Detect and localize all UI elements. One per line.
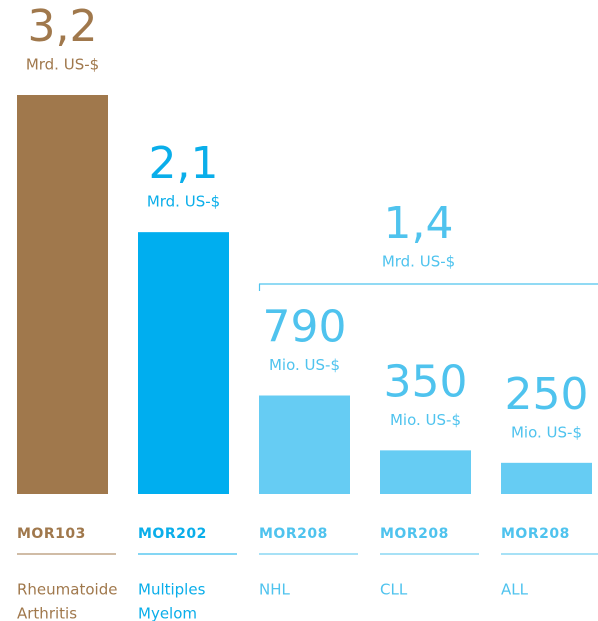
bar	[501, 462, 592, 494]
category-label: MOR202	[138, 526, 207, 542]
bar	[380, 450, 471, 494]
unit-label: Mio. US-$	[511, 423, 582, 441]
category-label: MOR208	[501, 526, 570, 542]
value-label: 2,1	[149, 138, 219, 189]
indication-label: Multiples	[138, 581, 206, 599]
indication-label: Rheumatoide	[17, 581, 117, 599]
indication-label: CLL	[380, 581, 408, 599]
unit-label: Mrd. US-$	[147, 193, 220, 211]
category-label: MOR208	[380, 526, 449, 542]
unit-label: Mio. US-$	[269, 356, 340, 374]
bar	[17, 95, 108, 494]
unit-label: Mrd. US-$	[26, 56, 99, 74]
indication-label: Arthritis	[17, 605, 77, 621]
group-label: 1,4	[384, 198, 454, 249]
unit-label: Mio. US-$	[390, 411, 461, 429]
category-label: MOR208	[259, 526, 328, 542]
category-label: MOR103	[17, 526, 86, 542]
bar	[138, 232, 229, 494]
value-label: 790	[263, 301, 347, 352]
value-label: 350	[384, 356, 468, 407]
indication-label: NHL	[259, 581, 291, 599]
bar	[259, 395, 350, 494]
indication-label: Myelom	[138, 605, 197, 621]
value-label: 3,2	[28, 1, 98, 52]
group-unit: Mrd. US-$	[382, 253, 455, 271]
indication-label: ALL	[501, 581, 529, 599]
value-label: 250	[505, 369, 589, 420]
